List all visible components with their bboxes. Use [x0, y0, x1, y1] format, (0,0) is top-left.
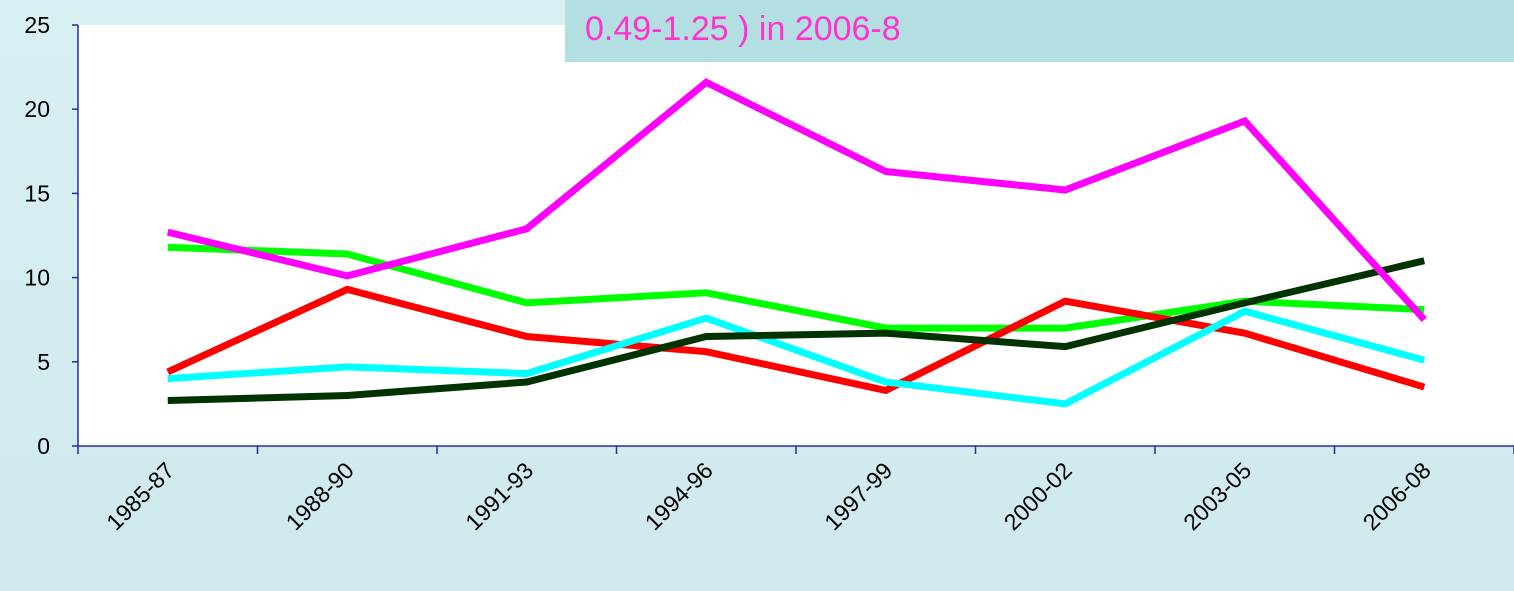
plot-area	[78, 25, 1514, 446]
y-tick-label: 20	[24, 96, 50, 122]
series-line	[167, 307, 1426, 408]
title-box	[565, 0, 1514, 62]
y-tick-label: 5	[37, 349, 50, 375]
chart-title: 0.49-1.25 ) in 2006-8	[585, 10, 901, 48]
y-tick-label: 10	[24, 265, 50, 291]
y-tick-label: 25	[24, 12, 50, 38]
series-line	[167, 257, 1426, 405]
y-tick-label: 0	[37, 433, 50, 459]
series-line	[167, 243, 1425, 332]
y-tick-label: 15	[24, 180, 50, 206]
series-line	[166, 78, 1427, 323]
